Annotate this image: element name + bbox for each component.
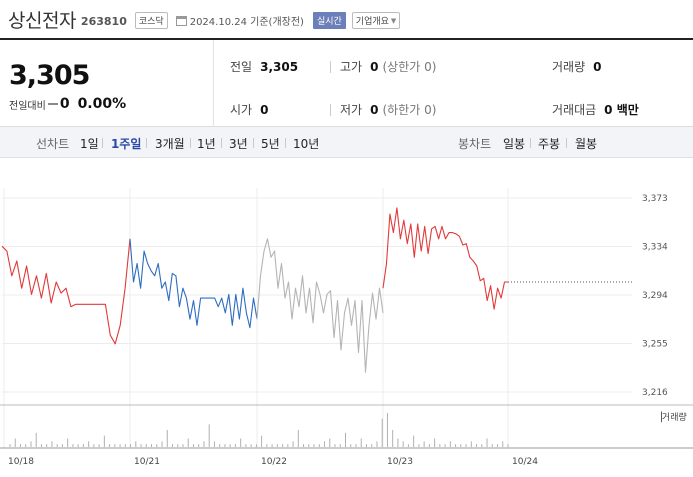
high-value: 0 bbox=[370, 59, 379, 74]
calendar-icon bbox=[175, 15, 187, 26]
y-tick-label: 3,334 bbox=[642, 243, 668, 253]
market-badge: 코스닥 bbox=[134, 12, 168, 29]
prev-close-value: 3,305 bbox=[260, 59, 299, 74]
tab-weekly[interactable]: 주봉 bbox=[538, 137, 561, 151]
price-area: 3,305 전일대비 0 0.00% bbox=[0, 40, 214, 127]
current-price: 3,305 bbox=[9, 60, 90, 91]
low-label: 저가 bbox=[340, 103, 363, 117]
price-chart[interactable]: 3,373 3,334 3,294 3,255 3,216 10/18 10/21 10/22… bbox=[0, 158, 693, 477]
tab-daily[interactable]: 일봉 bbox=[503, 137, 526, 151]
tab-divider bbox=[285, 138, 286, 148]
volume-item: 거래량 0 bbox=[552, 58, 601, 75]
open-value: 0 bbox=[260, 102, 269, 117]
stock-header: 상신전자 263810 코스닥 2024.10.24 기준(개장전) 실시간 기… bbox=[0, 0, 693, 38]
y-tick-label: 3,255 bbox=[642, 340, 668, 350]
tab-divider bbox=[530, 138, 531, 148]
change-label: 전일대비 bbox=[9, 100, 46, 112]
tab-1d[interactable]: 1일 bbox=[80, 137, 99, 151]
low-value: 0 bbox=[370, 102, 379, 117]
amount-item: 거래대금 0 백만 bbox=[552, 101, 639, 118]
prev-close-label: 전일 bbox=[230, 60, 253, 74]
tab-divider bbox=[221, 138, 222, 148]
divider bbox=[330, 104, 331, 116]
volume-label: 거래량 bbox=[552, 60, 586, 74]
low-item: 저가 0 (하한가 0) bbox=[340, 101, 436, 118]
candle-chart-label: 봉차트 bbox=[458, 137, 492, 151]
x-tick-label: 10/18 bbox=[8, 457, 34, 467]
tab-divider bbox=[190, 138, 191, 148]
x-tick-label: 10/22 bbox=[261, 457, 287, 467]
x-tick-label: 10/23 bbox=[387, 457, 413, 467]
volume-legend-label: ▕거래량 bbox=[655, 411, 687, 423]
chevron-down-icon: ▼ bbox=[390, 16, 397, 25]
tab-1y[interactable]: 1년 bbox=[197, 137, 216, 151]
chart-tabs: 선차트 1일 1주일 3개월 1년 3년 5년 10년 봉차트 일봉 주봉 월봉 bbox=[0, 127, 693, 158]
line-chart-label: 선차트 bbox=[36, 137, 70, 151]
change-line: 전일대비 0 0.00% bbox=[9, 96, 126, 112]
quote-summary: 3,305 전일대비 0 0.00% 전일 3,305 고가 0 (상한가 0)… bbox=[0, 38, 693, 127]
change-percent: 0.00% bbox=[77, 96, 127, 112]
amount-value: 0 백만 bbox=[604, 103, 639, 117]
tab-1w[interactable]: 1주일 bbox=[111, 137, 142, 151]
tab-divider bbox=[146, 138, 147, 148]
tab-divider bbox=[102, 138, 103, 148]
x-tick-label: 10/21 bbox=[134, 457, 160, 467]
change-value: 0 bbox=[59, 96, 70, 112]
stock-code: 263810 bbox=[80, 14, 127, 28]
x-tick-label: 10/24 bbox=[512, 457, 538, 467]
divider bbox=[330, 61, 331, 73]
upper-limit: (상한가 0) bbox=[382, 60, 437, 74]
flat-icon bbox=[47, 103, 58, 105]
price-series-line bbox=[256, 238, 384, 373]
tab-3y[interactable]: 3년 bbox=[229, 137, 248, 151]
company-info-label: 기업개요 bbox=[355, 17, 389, 27]
y-tick-label: 3,216 bbox=[642, 388, 668, 398]
y-tick-label: 3,294 bbox=[642, 291, 668, 301]
company-info-dropdown[interactable]: 기업개요 ▼ bbox=[351, 12, 401, 29]
tab-10y[interactable]: 10년 bbox=[293, 137, 320, 151]
tab-divider bbox=[253, 138, 254, 148]
amount-label: 거래대금 bbox=[552, 103, 597, 117]
price-series-line bbox=[1, 238, 131, 345]
volume-value: 0 bbox=[593, 59, 602, 74]
high-label: 고가 bbox=[340, 60, 363, 74]
y-tick-label: 3,373 bbox=[642, 194, 668, 204]
price-series-line bbox=[382, 207, 508, 310]
tab-divider bbox=[566, 138, 567, 148]
prev-close-item: 전일 3,305 bbox=[230, 58, 298, 75]
price-series-line bbox=[129, 238, 258, 329]
tab-monthly[interactable]: 월봉 bbox=[575, 137, 598, 151]
open-item: 시가 0 bbox=[230, 101, 268, 118]
tab-3m[interactable]: 3개월 bbox=[155, 137, 185, 151]
reference-date: 2024.10.24 기준(개장전) bbox=[189, 17, 304, 28]
realtime-button[interactable]: 실시간 bbox=[312, 12, 346, 29]
open-label: 시가 bbox=[230, 103, 253, 117]
stock-name: 상신전자 bbox=[8, 9, 76, 32]
lower-limit: (하한가 0) bbox=[382, 103, 437, 117]
tab-5y[interactable]: 5년 bbox=[261, 137, 280, 151]
high-item: 고가 0 (상한가 0) bbox=[340, 58, 436, 75]
